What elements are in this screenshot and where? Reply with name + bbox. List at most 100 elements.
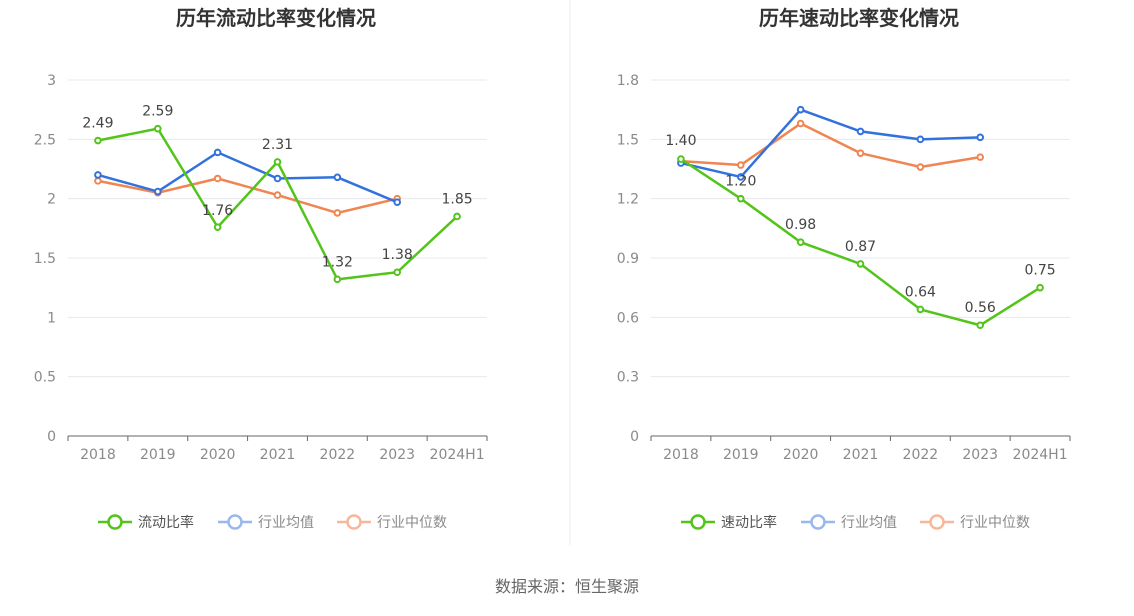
x-tick-label: 2022 <box>320 447 356 463</box>
data-point <box>916 163 925 171</box>
y-tick-label: 1.2 <box>617 192 639 208</box>
data-point <box>213 174 222 183</box>
y-tick-label: 1.8 <box>617 73 639 89</box>
data-label: 0.64 <box>905 284 936 300</box>
series-line <box>680 108 981 179</box>
data-point <box>273 174 282 183</box>
legend-label: 行业均值 <box>258 515 314 531</box>
x-tick-label: 2018 <box>663 447 699 463</box>
data-point <box>796 105 805 114</box>
legend-item: 行业中位数 <box>337 514 447 531</box>
y-tick-label: 2 <box>47 192 56 208</box>
data-point <box>94 171 102 179</box>
data-label: 1.85 <box>441 191 472 207</box>
x-tick-label: 2019 <box>140 447 176 463</box>
legend-label: 行业均值 <box>841 515 897 531</box>
data-point <box>856 149 865 157</box>
series-line <box>97 177 398 215</box>
data-label: 1.38 <box>382 247 413 263</box>
data-point <box>94 177 102 185</box>
legend-swatch-marker <box>227 514 243 530</box>
legend-item: 流动比率 <box>98 514 194 531</box>
legend-swatch-marker <box>346 514 362 530</box>
data-point <box>273 158 282 166</box>
data-point <box>393 268 402 277</box>
data-point <box>153 187 162 196</box>
data-point <box>333 275 342 284</box>
series-line <box>97 151 398 204</box>
data-point <box>796 238 805 246</box>
legend-swatch-marker <box>810 514 826 530</box>
y-tick-label: 0.6 <box>617 310 639 326</box>
legend-label: 流动比率 <box>138 514 194 531</box>
legend-swatch-marker <box>690 514 706 530</box>
data-point <box>916 135 925 144</box>
data-label: 1.32 <box>322 254 353 270</box>
x-tick-label: 2021 <box>260 447 296 463</box>
data-label: 2.59 <box>142 104 173 120</box>
data-point <box>393 198 402 207</box>
legend-item: 行业均值 <box>801 514 897 531</box>
data-point <box>273 191 282 199</box>
series-line <box>680 122 981 169</box>
y-tick-label: 0.9 <box>617 251 639 267</box>
x-tick-label: 2022 <box>903 447 939 463</box>
y-tick-label: 0 <box>630 429 639 445</box>
legend-label: 行业中位数 <box>960 515 1030 531</box>
data-point <box>736 173 745 181</box>
x-tick-label: 2024H1 <box>1013 447 1068 463</box>
data-label: 1.40 <box>665 133 696 149</box>
legend-label: 速动比率 <box>721 514 777 531</box>
data-label: 0.98 <box>785 217 816 233</box>
x-tick-label: 2024H1 <box>430 447 485 463</box>
y-tick-label: 0 <box>47 429 56 445</box>
data-point <box>736 161 745 169</box>
data-point <box>736 194 745 203</box>
data-point <box>333 209 342 217</box>
x-tick-label: 2019 <box>723 447 759 463</box>
data-label: 0.75 <box>1024 263 1055 279</box>
current-ratio-chart: 历年流动比率变化情况 0 0.5 1 1.5 2 2.5 3 2018 2019 2020 2021 2… <box>34 6 488 531</box>
legend-item: 行业均值 <box>218 514 314 531</box>
legend-swatch-marker <box>107 514 123 530</box>
x-tick-label: 2023 <box>379 447 415 463</box>
data-point <box>153 124 162 133</box>
data-label: 0.87 <box>845 239 876 255</box>
legend-item: 行业中位数 <box>920 514 1030 531</box>
data-label: 1.20 <box>725 174 756 190</box>
data-point <box>976 133 985 142</box>
data-point <box>796 119 805 128</box>
data-point <box>213 148 222 157</box>
data-point <box>1036 283 1044 292</box>
data-point <box>976 321 985 330</box>
data-point <box>333 173 342 182</box>
y-tick-label: 0.3 <box>617 370 639 386</box>
data-label: 2.31 <box>262 137 293 153</box>
legend-label: 行业中位数 <box>377 515 447 531</box>
legend-item: 速动比率 <box>681 514 777 531</box>
data-point <box>856 260 865 268</box>
quick-ratio-chart: 历年速动比率变化情况 0 0.3 0.6 0.9 1.2 1.5 1.8 2018 2019 202… <box>617 6 1071 531</box>
y-tick-label: 1.5 <box>617 132 639 148</box>
data-source-note: 数据来源：恒生聚源 <box>495 577 639 596</box>
x-tick-label: 2018 <box>80 447 116 463</box>
data-point <box>856 127 865 136</box>
y-tick-label: 0.5 <box>34 370 56 386</box>
chart-title: 历年流动比率变化情况 <box>176 6 376 30</box>
chart-title: 历年速动比率变化情况 <box>759 6 959 30</box>
data-point <box>94 136 102 145</box>
x-tick-label: 2021 <box>843 447 879 463</box>
data-point <box>976 153 985 161</box>
y-tick-label: 2.5 <box>34 132 56 148</box>
data-label: 2.49 <box>82 116 113 132</box>
data-label: 0.56 <box>965 300 996 316</box>
x-tick-label: 2020 <box>783 447 819 463</box>
data-point <box>213 223 222 231</box>
x-tick-label: 2023 <box>962 447 998 463</box>
y-tick-label: 3 <box>47 73 56 89</box>
data-point <box>916 305 925 314</box>
legend-swatch-marker <box>929 514 945 530</box>
data-point <box>677 155 685 163</box>
